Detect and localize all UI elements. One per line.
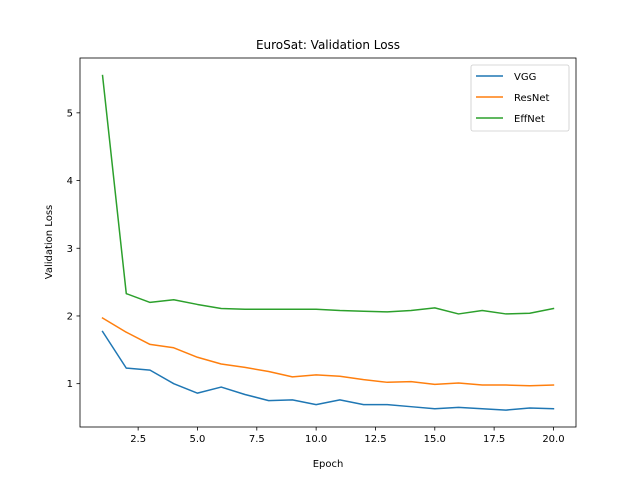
x-tick-label: 15.0 — [424, 434, 446, 445]
plot-area-frame — [79, 57, 577, 428]
x-tick-label: 17.5 — [483, 434, 505, 445]
x-tick-label: 20.0 — [542, 434, 564, 445]
x-axis-label: Epoch — [313, 459, 344, 470]
x-axis-ticks: 2.5 5.0 7.5 10.0 12.5 15.0 17.5 20.0 — [130, 427, 565, 445]
y-tick-label: 1 — [67, 379, 73, 390]
y-tick-label: 5 — [67, 108, 73, 119]
legend-label-vgg: VGG — [514, 72, 536, 83]
series-line-effnet — [101, 74, 555, 315]
y-tick-label: 3 — [67, 244, 73, 255]
legend-label-effnet: EffNet — [514, 114, 545, 125]
x-tick-label: 10.0 — [305, 434, 327, 445]
legend-box — [470, 64, 570, 132]
x-tick-label: 12.5 — [364, 434, 386, 445]
chart-title: EuroSat: Validation Loss — [256, 38, 400, 52]
y-axis-label: Validation Loss — [44, 205, 55, 280]
legend: VGG ResNet EffNet — [470, 64, 570, 132]
series-line-vgg — [101, 330, 555, 411]
plot-lines — [101, 74, 555, 411]
y-tick-label: 4 — [67, 176, 73, 187]
y-axis-ticks: 1 2 3 4 5 — [67, 108, 80, 390]
x-tick-label: 2.5 — [130, 434, 146, 445]
legend-label-resnet: ResNet — [514, 93, 549, 104]
x-tick-label: 5.0 — [190, 434, 206, 445]
series-line-resnet — [101, 316, 555, 387]
x-tick-label: 7.5 — [249, 434, 265, 445]
y-tick-label: 2 — [67, 311, 73, 322]
